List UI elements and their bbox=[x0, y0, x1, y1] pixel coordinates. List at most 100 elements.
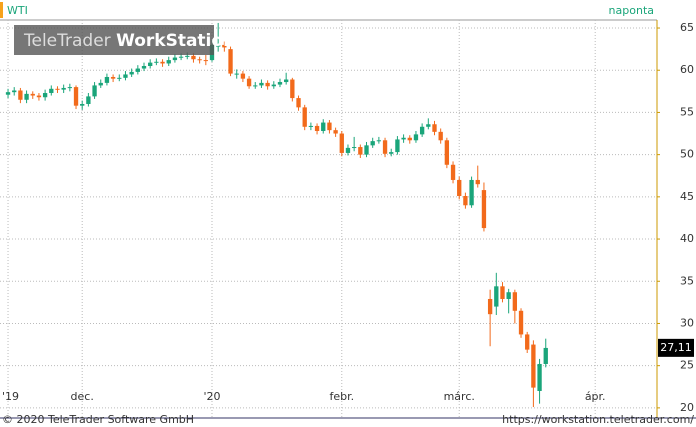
candle-body bbox=[302, 107, 307, 127]
x-tick-label: '20 bbox=[203, 390, 220, 403]
plot: 20 25 30 35 40 45 50 55 60 65 '19 dec. '20 febr. márc.… bbox=[0, 20, 694, 418]
candle-body bbox=[197, 59, 202, 61]
x-tick-label: febr. bbox=[329, 390, 354, 403]
y-tick-label: 25 bbox=[680, 359, 694, 372]
x-tick-label: ápr. bbox=[585, 390, 606, 403]
candle-body bbox=[290, 79, 295, 99]
x-tick-label: '19 bbox=[2, 390, 19, 403]
candle-body bbox=[370, 141, 375, 146]
candle-body bbox=[222, 44, 227, 48]
candle-body bbox=[277, 82, 283, 85]
candle-body bbox=[55, 88, 60, 90]
candle-body bbox=[296, 98, 301, 108]
y-tick-label: 40 bbox=[680, 232, 694, 245]
candle-body bbox=[308, 125, 314, 127]
candle-body bbox=[314, 125, 320, 132]
candle-body bbox=[543, 347, 548, 364]
candle-body bbox=[438, 131, 443, 141]
x-tick-label: dec. bbox=[71, 390, 94, 403]
candle-body bbox=[531, 344, 536, 388]
candle-body bbox=[271, 84, 276, 87]
candle-body bbox=[246, 78, 252, 87]
candle-body bbox=[512, 292, 518, 311]
candle-body bbox=[36, 95, 42, 98]
candle-body bbox=[525, 334, 530, 350]
candle-body bbox=[506, 292, 511, 299]
candle-body bbox=[494, 286, 499, 307]
candle-body bbox=[18, 90, 23, 100]
candle-body bbox=[61, 87, 66, 90]
candle-body bbox=[141, 66, 147, 69]
candle-body bbox=[234, 73, 239, 75]
candle-body bbox=[327, 122, 332, 131]
y-tick-label: 30 bbox=[680, 316, 694, 329]
candle-body bbox=[98, 82, 103, 86]
candle-body bbox=[339, 133, 344, 153]
candle-body bbox=[73, 87, 79, 106]
candle-body bbox=[518, 310, 524, 335]
candle-body bbox=[537, 363, 542, 391]
candle-body bbox=[80, 103, 85, 106]
candle-body bbox=[426, 124, 431, 127]
candle-body bbox=[345, 147, 351, 153]
y-tick-label: 35 bbox=[680, 274, 694, 287]
candle-body bbox=[185, 55, 190, 57]
y-tick-label: 45 bbox=[680, 190, 694, 203]
watermark: TeleTrader WorkStation bbox=[23, 31, 235, 51]
candle-body bbox=[110, 76, 116, 79]
candle-body bbox=[240, 73, 246, 79]
candle-body bbox=[191, 55, 196, 60]
candle-body bbox=[382, 140, 388, 154]
candle-body bbox=[419, 126, 425, 135]
candle-body bbox=[457, 179, 462, 196]
candle-body bbox=[265, 82, 270, 87]
watermark-brand-bold: WorkStation bbox=[116, 31, 235, 51]
chart-title: WTI bbox=[7, 4, 28, 17]
candle-body bbox=[321, 122, 326, 132]
candle-body bbox=[92, 85, 97, 97]
candle-body bbox=[487, 298, 493, 315]
y-tick-label: 20 bbox=[680, 401, 694, 414]
candle-body bbox=[463, 195, 468, 206]
series-marker bbox=[0, 2, 3, 18]
candle-body bbox=[135, 68, 140, 72]
candle-body bbox=[129, 71, 134, 75]
candle-body bbox=[166, 60, 171, 64]
candle-body bbox=[333, 130, 338, 134]
candle-body bbox=[376, 140, 382, 142]
candle-body bbox=[444, 140, 450, 165]
url: https://workstation.teletrader.com/ bbox=[502, 413, 694, 426]
last-price-label: 27,11 bbox=[660, 341, 692, 354]
watermark-box bbox=[14, 25, 214, 55]
candle-body bbox=[104, 76, 110, 83]
candle-body bbox=[178, 56, 184, 58]
candle-body bbox=[5, 92, 11, 95]
watermark-brand: TeleTrader bbox=[23, 31, 111, 51]
candle-body bbox=[364, 145, 369, 155]
candle-body bbox=[500, 286, 505, 299]
candle-body bbox=[432, 124, 437, 132]
candle-body bbox=[42, 93, 48, 98]
candle-body bbox=[172, 57, 178, 61]
candle-body bbox=[216, 44, 221, 47]
y-tick-label: 65 bbox=[680, 21, 694, 34]
candle-body bbox=[148, 62, 153, 67]
candle-body bbox=[12, 90, 17, 93]
candle-body bbox=[351, 147, 357, 149]
candle-body bbox=[203, 60, 208, 62]
candle-body bbox=[283, 79, 289, 83]
candle-body bbox=[253, 85, 258, 87]
candle-body bbox=[228, 49, 233, 74]
candle-body bbox=[30, 93, 35, 96]
candle-body bbox=[475, 179, 480, 185]
chart-subtitle: naponta bbox=[609, 4, 654, 17]
y-tick-label: 55 bbox=[680, 105, 694, 118]
candle-body bbox=[395, 139, 400, 153]
candle-body bbox=[49, 88, 54, 94]
y-tick-label: 50 bbox=[680, 148, 694, 161]
candle-body bbox=[358, 147, 363, 155]
candle-body bbox=[481, 190, 487, 229]
candle-body bbox=[154, 61, 159, 63]
candle-body bbox=[450, 164, 456, 180]
candle-body bbox=[259, 82, 264, 86]
